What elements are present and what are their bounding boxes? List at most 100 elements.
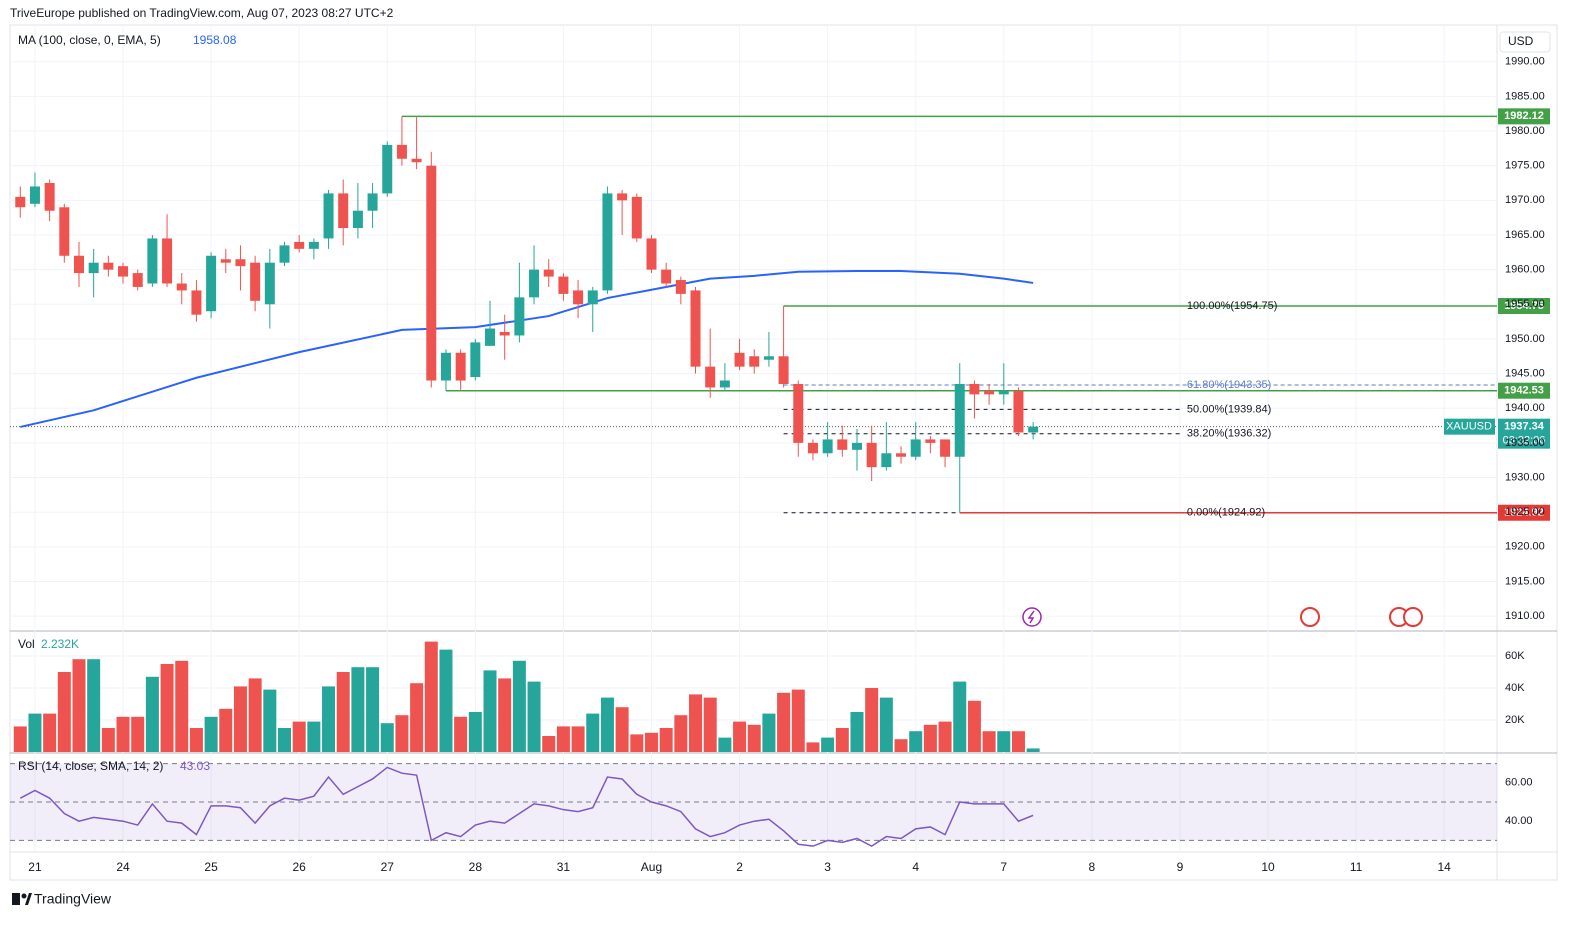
candle-body — [661, 269, 672, 284]
ema-legend: MA (100, close, 0, EMA, 5) — [18, 33, 161, 47]
candle-body — [132, 273, 143, 287]
volume-bar — [116, 716, 130, 752]
volume-bar — [938, 721, 952, 752]
candle-body — [793, 383, 804, 443]
x-tick-label: 2 — [736, 860, 743, 874]
candle-body — [279, 245, 290, 263]
volume-bar — [821, 737, 835, 752]
x-tick-label: 8 — [1089, 860, 1096, 874]
symbol-tag-label: XAUUSD — [1446, 421, 1492, 433]
symbol-tag — [1444, 418, 1495, 435]
candle-body — [235, 259, 246, 267]
event-icon[interactable] — [1403, 607, 1423, 627]
event-icon[interactable] — [1300, 607, 1320, 627]
x-tick-label: 3 — [824, 860, 831, 874]
candle-body — [866, 442, 877, 468]
currency-box[interactable] — [1499, 31, 1551, 53]
y-tick-label: 1970.00 — [1505, 194, 1545, 206]
candle-body — [220, 259, 231, 263]
candle-body — [646, 238, 657, 270]
volume-bar — [689, 694, 703, 752]
price-tag — [1498, 298, 1550, 315]
event-icon[interactable] — [1022, 607, 1042, 627]
volume-bar — [659, 728, 673, 752]
fib-label: 61.80%(1943.35) — [1187, 379, 1271, 391]
x-tick-label: 21 — [28, 860, 42, 874]
rsi-tick-label: 60.00 — [1505, 777, 1533, 789]
volume-bar — [233, 686, 247, 752]
candle-body — [440, 352, 451, 381]
event-icons[interactable] — [1022, 607, 1423, 627]
volume-bar — [248, 678, 262, 752]
x-tick-label: 25 — [204, 860, 218, 874]
candle-body — [1028, 426, 1039, 433]
x-tick-label: 9 — [1177, 860, 1184, 874]
candle-body — [822, 439, 833, 454]
volume-tick-label: 20K — [1505, 714, 1525, 726]
candle-body — [617, 193, 628, 201]
candle-body — [485, 328, 496, 346]
candle-body — [455, 352, 466, 381]
volume-bar — [395, 715, 409, 752]
candle-body — [206, 255, 217, 312]
volume-bar — [879, 697, 893, 752]
logo-part — [12, 893, 20, 905]
candle-body — [470, 342, 481, 378]
candle-body — [925, 439, 936, 443]
candle-body — [426, 165, 437, 381]
candle-body — [103, 262, 114, 270]
volume-bar — [380, 723, 394, 752]
volume-bar — [542, 736, 556, 752]
candle-body — [29, 186, 40, 204]
x-tick-label: 11 — [1350, 860, 1363, 874]
volume-bar — [762, 713, 776, 752]
frame — [9, 24, 1558, 881]
fib-label: 50.00%(1939.84) — [1187, 403, 1271, 415]
rsi-tick-label: 40.00 — [1505, 815, 1533, 827]
volume-bar — [512, 660, 526, 752]
candle-body — [44, 183, 55, 211]
volume-bar — [204, 716, 218, 752]
candle-body — [15, 196, 26, 208]
x-tick-label: 26 — [292, 860, 306, 874]
x-tick-label: 14 — [1437, 860, 1451, 874]
x-tick-label: 7 — [1000, 860, 1007, 874]
volume-bar — [439, 649, 453, 752]
x-tick-label: 27 — [381, 860, 395, 874]
candle-body — [807, 442, 818, 454]
volume-bar — [586, 713, 600, 752]
volume-bar — [894, 739, 908, 752]
y-tick-label: 1925.00 — [1505, 506, 1545, 518]
candle-body — [837, 439, 848, 450]
fib-label: 0.00%(1924.92) — [1187, 507, 1265, 519]
volume-bar — [72, 659, 86, 752]
volume-bar — [923, 724, 937, 752]
price-tag-label: 1982.12 — [1504, 110, 1544, 122]
rsi-line — [19, 766, 1034, 848]
volume-bar — [527, 681, 541, 752]
candle-body — [573, 290, 584, 305]
volume-bar — [410, 683, 424, 752]
volume-bar — [865, 688, 879, 752]
footer: TradingView — [34, 891, 112, 907]
volume-bar — [733, 721, 747, 752]
candle-body — [59, 207, 70, 256]
y-tick-label: 1950.00 — [1505, 333, 1545, 345]
volume-bar — [674, 715, 688, 752]
y-tick-label: 1990.00 — [1505, 56, 1545, 68]
currency[interactable]: USD — [1508, 34, 1534, 48]
candle-body — [308, 241, 319, 249]
volume-bar — [997, 731, 1011, 752]
candle-body — [690, 290, 701, 367]
volume-bar — [600, 697, 614, 752]
volume-bar — [424, 641, 438, 752]
volume-bar — [1011, 731, 1025, 752]
x-tick-label: 31 — [557, 860, 571, 874]
candle-body — [719, 380, 730, 388]
y-tick-label: 1985.00 — [1505, 90, 1545, 102]
candle-body — [323, 193, 334, 239]
volume-bar — [292, 721, 306, 752]
x-tick-label: 10 — [1261, 860, 1275, 874]
y-tick-label: 1910.00 — [1505, 610, 1545, 622]
candle-body — [118, 266, 129, 277]
